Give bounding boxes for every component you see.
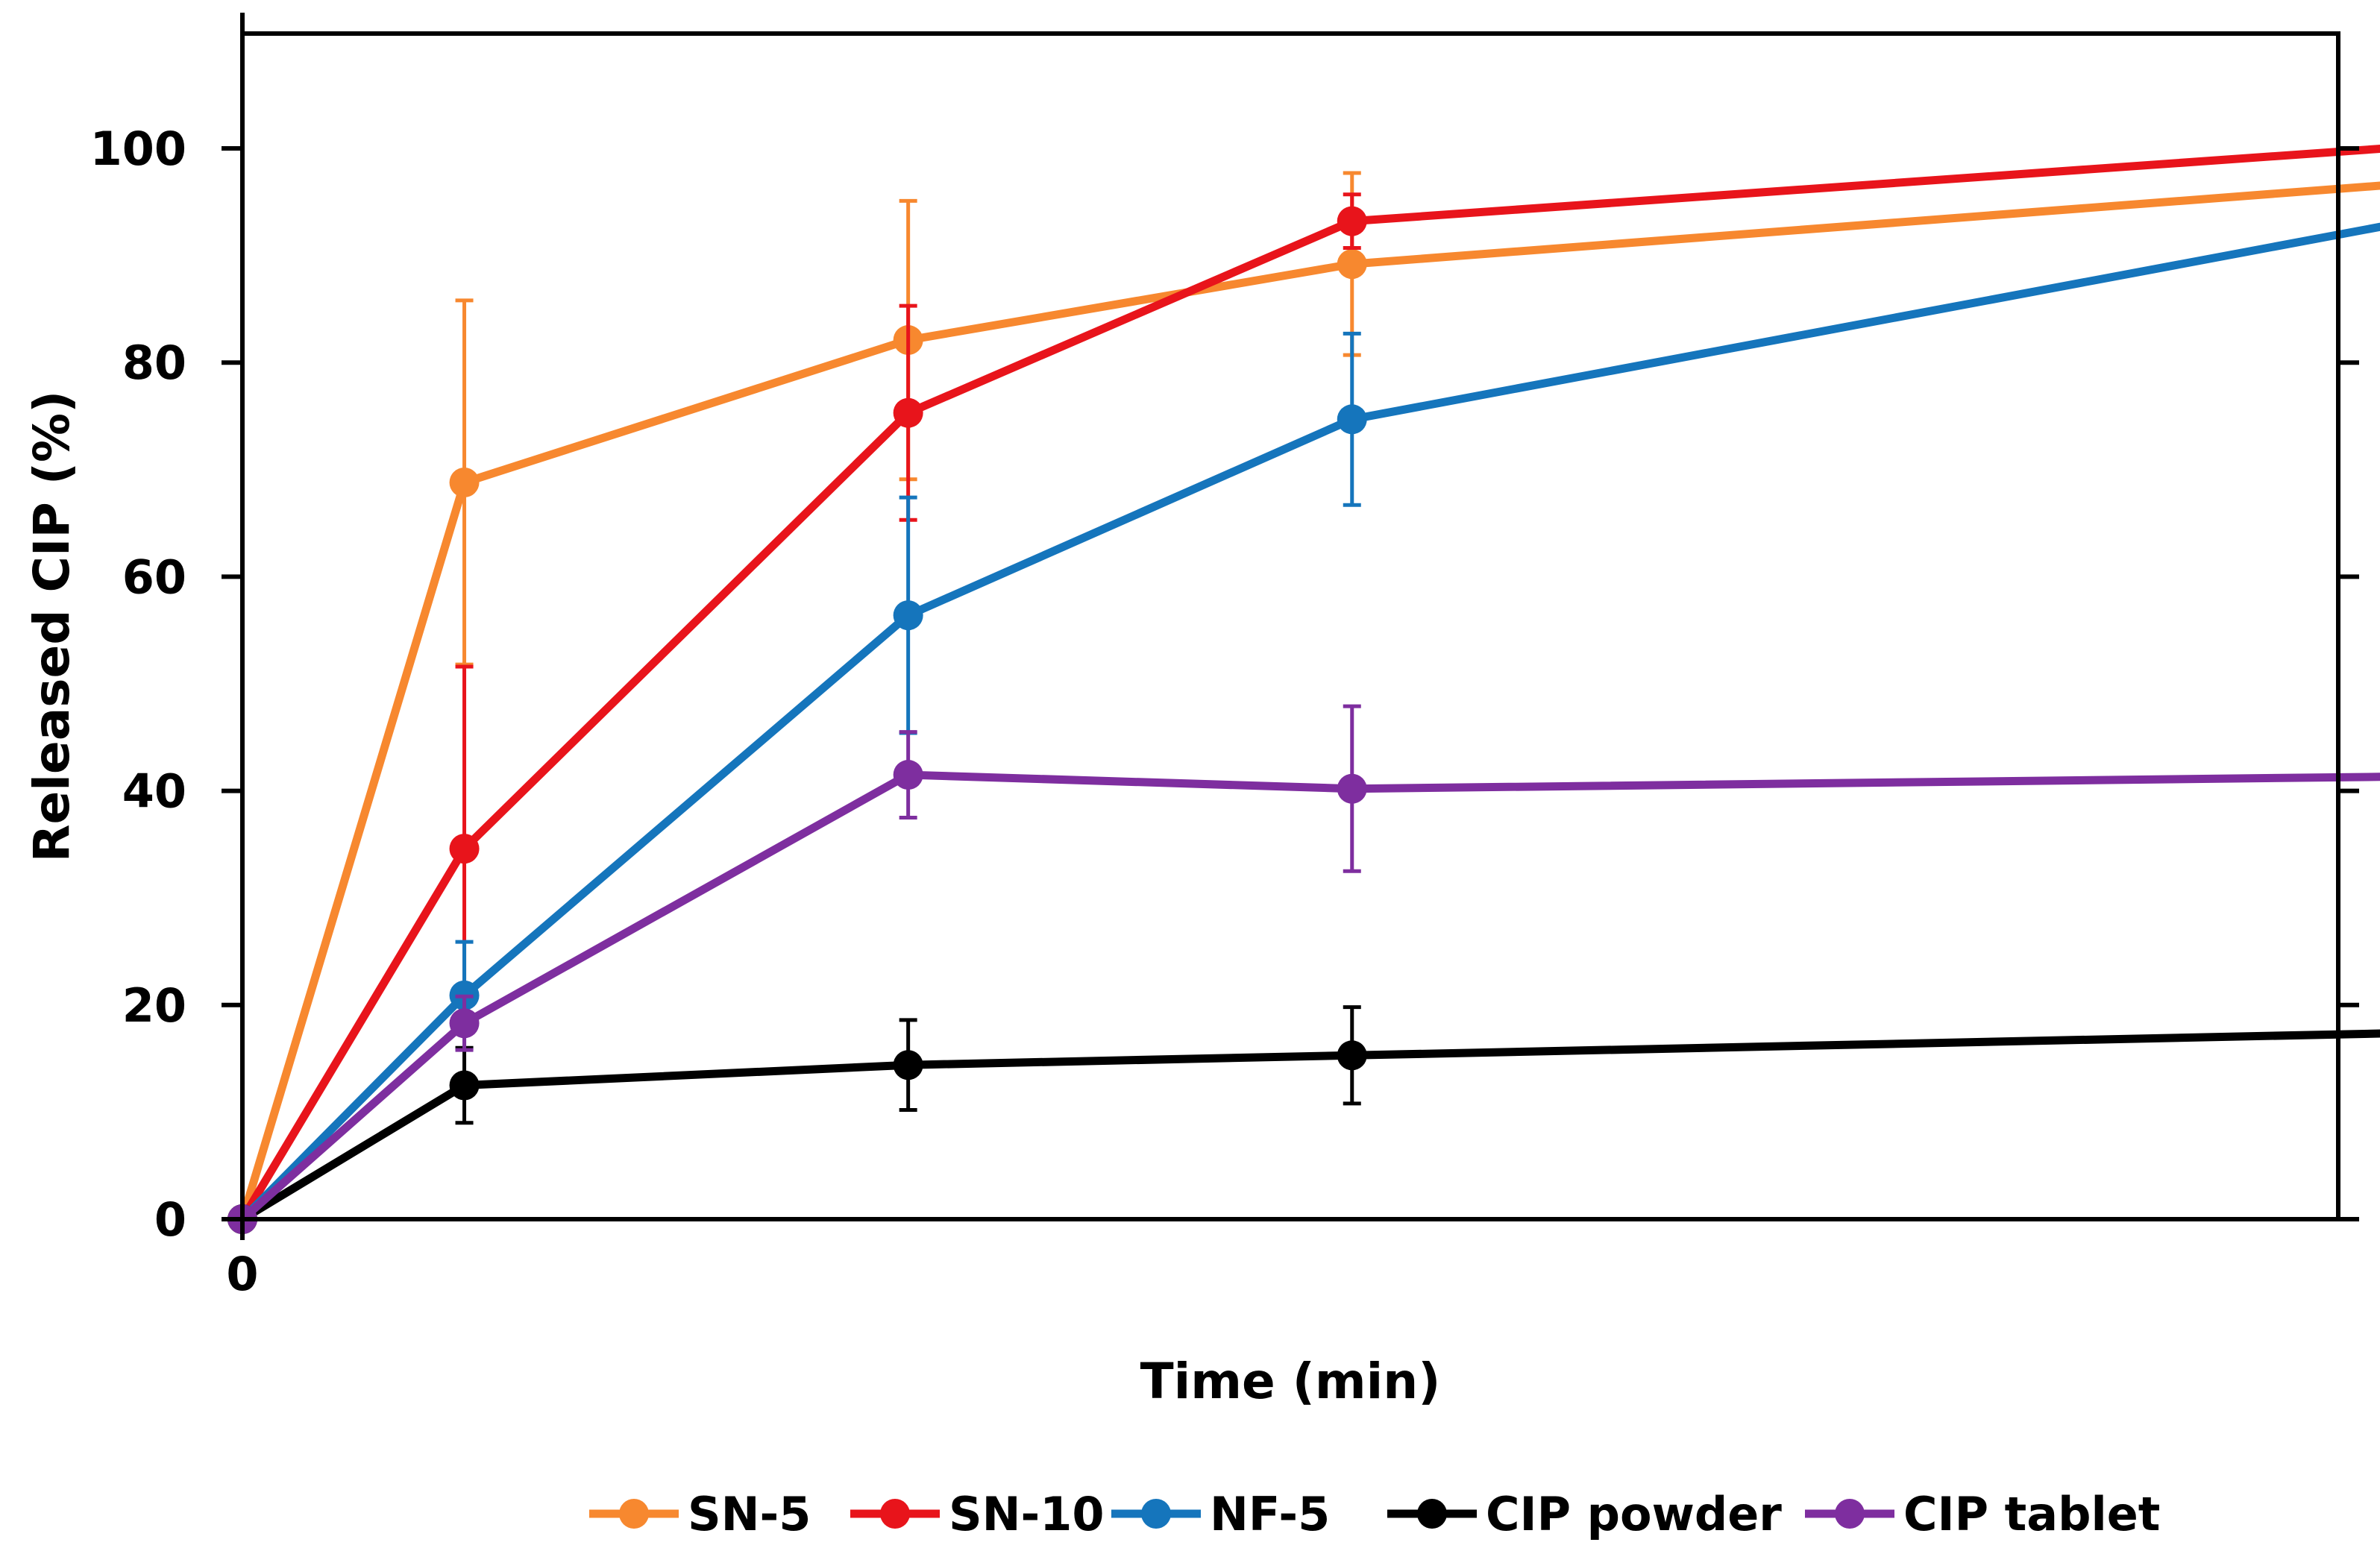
series-line [239, 770, 2380, 1223]
series-line [238, 181, 2380, 1221]
x-tick-label: 0 [226, 1247, 258, 1301]
legend-label: CIP powder [1486, 1487, 1782, 1541]
data-point [449, 1008, 480, 1039]
series-line [239, 222, 2380, 1222]
data-point [1337, 773, 1367, 804]
legend-label: SN-5 [688, 1487, 811, 1541]
legend-item: CIP powder [1387, 1487, 1782, 1541]
legend-label: CIP tablet [1903, 1487, 2160, 1541]
data-point [1337, 249, 1367, 280]
series-sn-5 [227, 171, 2380, 1234]
y-tick-label: 80 [122, 336, 186, 390]
series-nf-5 [227, 222, 2380, 1234]
data-point [893, 760, 923, 790]
data-point [449, 468, 480, 498]
legend-item: NF-5 [1111, 1487, 1330, 1541]
legend-swatch-marker [619, 1499, 649, 1529]
series-line [240, 1029, 2380, 1223]
legend-label: SN-10 [949, 1487, 1105, 1541]
data-point [1337, 404, 1367, 435]
legend-item: SN-10 [850, 1487, 1105, 1541]
y-axis-title: Released CIP (%) [23, 391, 81, 863]
data-point [893, 600, 923, 631]
data-point [1337, 206, 1367, 236]
data-point [449, 834, 480, 864]
legend-swatch-marker [1835, 1499, 1865, 1529]
legend-swatch-marker [880, 1499, 910, 1529]
y-tick-label: 100 [90, 122, 186, 176]
series-layer [227, 145, 2380, 1234]
series-line [239, 145, 2380, 1221]
plot-frame [240, 31, 2340, 1221]
data-point [449, 1070, 480, 1101]
series-cip-powder [227, 1005, 2380, 1234]
legend: SN-5 SN-10 NF-5 CIP powder CIP tablet [589, 1487, 2160, 1541]
legend-swatch-marker [1141, 1499, 1171, 1529]
legend-label: NF-5 [1210, 1487, 1330, 1541]
legend-swatch-marker [1417, 1499, 1447, 1529]
data-point [893, 1050, 923, 1080]
series-cip-tablet [227, 704, 2380, 1234]
legend-item: SN-5 [589, 1487, 811, 1541]
y-tick-label: 60 [122, 550, 186, 604]
legend-item: CIP tablet [1805, 1487, 2160, 1541]
data-point [893, 397, 923, 428]
y-tick-label: 20 [122, 978, 186, 1033]
ticks-layer: 0102030405060708090020406080100 [90, 13, 2359, 1301]
y-tick-label: 40 [122, 764, 186, 819]
data-point [1337, 1040, 1367, 1071]
y-tick-label: 0 [154, 1192, 186, 1247]
x-axis-title: Time (min) [1140, 1353, 1441, 1410]
